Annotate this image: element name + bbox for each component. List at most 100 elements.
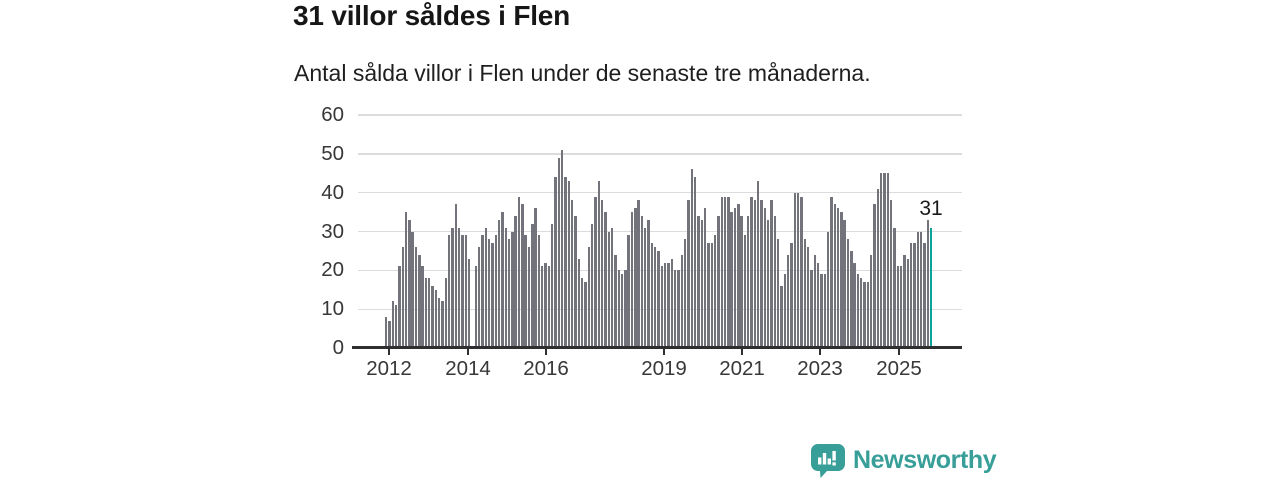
bar bbox=[458, 227, 461, 348]
bar bbox=[557, 157, 561, 348]
bar bbox=[614, 254, 617, 348]
bar bbox=[730, 212, 733, 348]
bar bbox=[687, 200, 690, 348]
bar bbox=[889, 200, 893, 348]
bar bbox=[428, 278, 431, 348]
bar bbox=[398, 266, 401, 348]
y-axis-label: 30 bbox=[321, 219, 344, 243]
brand-name: Newsworthy bbox=[853, 446, 997, 474]
bar bbox=[906, 258, 909, 348]
bar bbox=[780, 285, 783, 348]
bar bbox=[697, 215, 700, 348]
bar bbox=[554, 177, 557, 348]
bar bbox=[408, 219, 411, 348]
bar bbox=[561, 149, 564, 348]
bar bbox=[590, 223, 594, 348]
bar bbox=[620, 274, 624, 348]
bar bbox=[870, 254, 873, 348]
bar bbox=[507, 239, 511, 348]
bar bbox=[674, 270, 677, 348]
bar bbox=[511, 231, 514, 348]
bar bbox=[521, 204, 524, 348]
y-axis-label: 60 bbox=[321, 103, 344, 126]
x-axis-tick bbox=[741, 348, 743, 355]
bar bbox=[644, 227, 647, 348]
bar bbox=[800, 196, 803, 348]
bar bbox=[763, 208, 767, 348]
bar bbox=[477, 247, 481, 348]
bar bbox=[574, 215, 577, 348]
bar bbox=[610, 227, 614, 348]
bar bbox=[683, 239, 687, 348]
bar bbox=[404, 212, 408, 348]
bar bbox=[577, 258, 581, 348]
bar bbox=[438, 297, 441, 348]
bar bbox=[504, 227, 507, 348]
bar bbox=[903, 254, 906, 348]
bar bbox=[753, 200, 757, 348]
bar bbox=[923, 243, 926, 348]
bar bbox=[886, 173, 890, 348]
bar bbox=[580, 278, 584, 348]
x-axis-label: 2016 bbox=[523, 357, 569, 380]
bar bbox=[846, 239, 850, 348]
bar bbox=[570, 200, 574, 348]
bar bbox=[484, 227, 487, 348]
bar bbox=[514, 215, 517, 348]
bar bbox=[816, 262, 820, 348]
bar bbox=[474, 266, 477, 348]
bar bbox=[670, 258, 674, 348]
bar bbox=[899, 266, 903, 348]
x-axis-label: 2014 bbox=[445, 357, 491, 380]
bar bbox=[527, 247, 531, 348]
bar bbox=[441, 301, 444, 348]
bar bbox=[843, 219, 846, 348]
bar bbox=[677, 270, 680, 348]
bar bbox=[713, 235, 717, 348]
highlighted-bar bbox=[929, 227, 933, 348]
bar bbox=[856, 274, 860, 348]
bar bbox=[866, 281, 870, 348]
bar bbox=[388, 320, 391, 348]
bar bbox=[747, 215, 750, 348]
gridline bbox=[358, 230, 962, 233]
bar bbox=[537, 235, 541, 348]
bar bbox=[464, 235, 468, 348]
bar bbox=[863, 281, 866, 348]
gridline bbox=[358, 269, 962, 272]
x-axis-tick bbox=[898, 348, 900, 355]
bar bbox=[418, 254, 421, 348]
bar bbox=[720, 196, 723, 348]
bar bbox=[733, 208, 737, 348]
bar bbox=[833, 204, 836, 348]
y-axis-label: 20 bbox=[321, 258, 344, 282]
bar bbox=[597, 181, 600, 348]
bar bbox=[640, 215, 644, 348]
bar bbox=[926, 219, 929, 348]
bar bbox=[737, 204, 740, 348]
bar bbox=[491, 243, 494, 348]
bar bbox=[517, 196, 521, 348]
gridline bbox=[358, 114, 962, 116]
bar bbox=[431, 285, 434, 348]
bar bbox=[836, 208, 840, 348]
chart-subtitle: Antal sålda villor i Flen under de senas… bbox=[294, 60, 871, 86]
bar bbox=[384, 316, 388, 348]
bar bbox=[660, 266, 664, 348]
bar bbox=[654, 247, 657, 348]
x-axis-tick bbox=[819, 348, 821, 355]
bar bbox=[826, 231, 830, 348]
bar bbox=[501, 212, 504, 348]
bar bbox=[793, 192, 797, 348]
bar bbox=[451, 227, 454, 348]
x-axis-tick bbox=[545, 348, 547, 355]
y-axis-label: 0 bbox=[332, 336, 344, 359]
bar bbox=[767, 219, 770, 348]
x-axis-label: 2023 bbox=[797, 357, 843, 380]
gridline bbox=[358, 153, 962, 155]
newsworthy-logo-icon bbox=[811, 444, 845, 478]
bar bbox=[444, 278, 448, 348]
bar bbox=[497, 219, 501, 348]
bar bbox=[664, 262, 667, 348]
bar bbox=[617, 270, 620, 348]
